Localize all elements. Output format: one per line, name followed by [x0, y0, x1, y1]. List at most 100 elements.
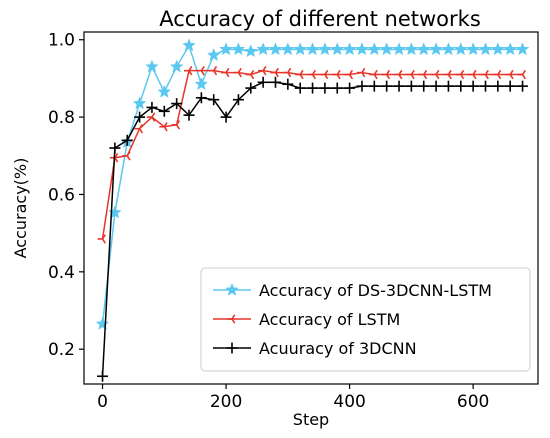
data-point — [479, 80, 491, 92]
y-tick-label: 0.2 — [48, 340, 75, 360]
chart-title: Accuracy of different networks — [159, 7, 481, 31]
data-point — [109, 142, 121, 154]
data-point — [108, 205, 122, 219]
data-point — [379, 42, 394, 56]
data-point — [220, 111, 232, 123]
data-point — [256, 42, 270, 56]
data-point — [97, 234, 106, 244]
data-point — [455, 80, 467, 92]
data-point — [122, 151, 131, 161]
data-point — [182, 38, 196, 52]
data-point — [356, 80, 368, 92]
y-tick-label: 0.6 — [48, 185, 75, 205]
data-point — [269, 76, 281, 88]
data-point — [196, 65, 205, 76]
data-point — [406, 69, 415, 80]
legend-item: Accuracy of DS-3DCNN-LSTM — [213, 281, 492, 300]
data-point — [405, 80, 417, 92]
data-point — [418, 69, 428, 80]
data-point — [492, 69, 502, 80]
data-point — [430, 80, 442, 92]
data-point — [503, 42, 518, 56]
data-point — [331, 82, 343, 94]
data-point — [442, 80, 454, 92]
data-point — [393, 80, 405, 92]
data-point — [294, 82, 306, 94]
legend-label: Accuracy of DS-3DCNN-LSTM — [259, 281, 492, 300]
data-point — [478, 42, 493, 56]
x-tick-label: 600 — [457, 392, 489, 412]
data-point — [95, 316, 110, 330]
data-point — [492, 80, 504, 92]
data-point — [394, 69, 403, 80]
data-point — [158, 105, 170, 117]
data-point — [392, 42, 406, 56]
data-point — [467, 80, 479, 92]
data-point — [318, 42, 332, 56]
data-point — [132, 96, 147, 110]
data-point — [330, 42, 345, 56]
y-tick-label: 0.4 — [48, 263, 75, 283]
data-point — [455, 69, 465, 80]
data-point — [146, 101, 158, 113]
x-tick-label: 400 — [333, 392, 365, 412]
data-point — [134, 124, 144, 134]
data-point — [171, 98, 183, 110]
data-point — [145, 59, 159, 73]
data-point — [258, 65, 267, 76]
data-point — [245, 82, 257, 94]
legend-label: Accuracy of LSTM — [259, 310, 400, 329]
data-point — [243, 44, 258, 58]
data-point — [233, 67, 242, 78]
y-axis-label: Accuracy(%) — [11, 158, 30, 259]
data-point — [232, 94, 244, 106]
data-point — [183, 109, 195, 121]
data-point — [416, 42, 431, 56]
data-point — [505, 69, 514, 80]
legend: Accuracy of DS-3DCNN-LSTM Accuracy of LST… — [200, 267, 531, 372]
data-point — [515, 42, 530, 56]
x-axis-label: Step — [293, 410, 329, 429]
data-point — [368, 80, 380, 92]
data-point — [369, 69, 378, 80]
data-point — [146, 112, 156, 122]
data-point — [219, 42, 233, 56]
data-point — [491, 42, 505, 56]
data-point — [381, 80, 393, 92]
data-point — [169, 59, 184, 73]
x-tick-label: 200 — [210, 392, 242, 412]
data-point — [134, 111, 146, 123]
data-point — [221, 67, 230, 78]
y-tick-label: 1.0 — [48, 31, 75, 51]
data-point — [206, 48, 221, 62]
series-1 — [97, 65, 526, 244]
y-tick-label: 0.8 — [48, 108, 75, 128]
data-point — [418, 80, 430, 92]
data-point — [517, 80, 529, 92]
x-tick-label: 0 — [97, 392, 108, 412]
data-point — [342, 42, 357, 56]
data-point — [468, 69, 477, 80]
legend-marker — [226, 342, 238, 354]
data-point — [159, 122, 168, 132]
legend-marker — [225, 282, 239, 296]
data-point — [307, 69, 316, 80]
data-point — [453, 42, 468, 56]
data-point — [355, 42, 369, 56]
series-layer — [95, 38, 530, 382]
data-point — [184, 65, 193, 76]
data-point — [441, 42, 456, 56]
data-point — [295, 69, 304, 80]
data-point — [443, 69, 452, 80]
data-point — [208, 65, 218, 76]
plot-area-frame — [83, 31, 539, 385]
data-point — [356, 67, 366, 78]
legend-box — [200, 267, 531, 372]
data-point — [332, 69, 341, 80]
legend-marker — [227, 314, 236, 324]
data-point — [517, 69, 526, 80]
data-point — [344, 69, 354, 80]
data-point — [381, 69, 391, 80]
data-point — [480, 69, 489, 80]
